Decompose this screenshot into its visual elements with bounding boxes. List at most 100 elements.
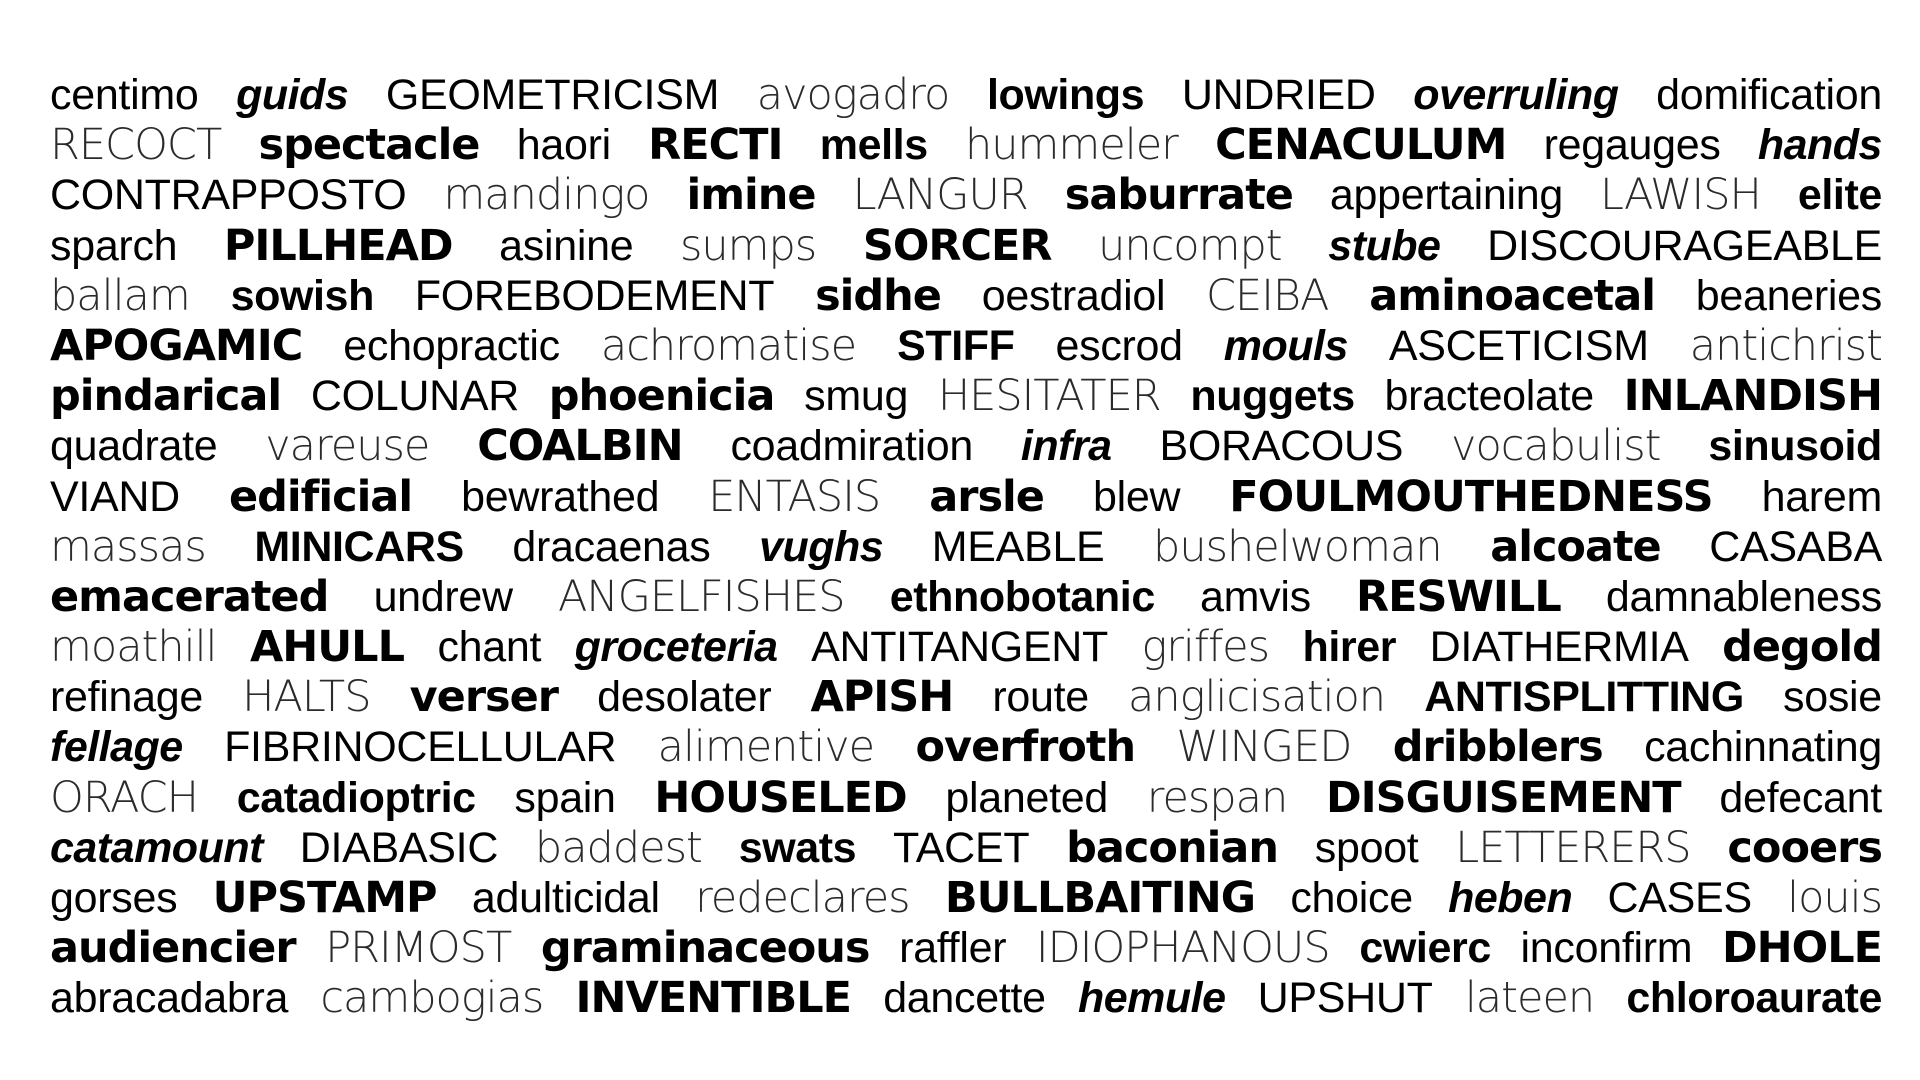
specimen-word: CENACULUM xyxy=(1215,120,1507,171)
specimen-word: PILLHEAD xyxy=(223,220,454,271)
specimen-word: sparch xyxy=(50,221,178,270)
specimen-word: respan xyxy=(1146,772,1288,823)
specimen-word: phoenicia xyxy=(548,371,776,422)
specimen-word: catadioptric xyxy=(236,773,476,822)
specimen-line: sparch PILLHEAD asinine sumps SORCER uncompt s… xyxy=(50,221,1882,271)
specimen-word: appertaining xyxy=(1329,171,1564,220)
specimen-word: spain xyxy=(514,773,616,822)
specimen-word: SORCER xyxy=(862,220,1053,271)
specimen-word: griffes xyxy=(1141,622,1270,673)
specimen-word: FIBRINOCELLULAR xyxy=(224,723,617,772)
specimen-word: damnableness xyxy=(1605,572,1882,621)
specimen-word: ORACH xyxy=(50,772,199,823)
specimen-word: catamount xyxy=(50,823,263,872)
specimen-word: audiencier xyxy=(50,923,297,974)
specimen-word: dribblers xyxy=(1392,722,1604,773)
specimen-word: regauges xyxy=(1543,121,1721,170)
specimen-word: hemule xyxy=(1077,974,1226,1023)
specimen-line: gorses UPSTAMP adulticidal redeclares BULLBA… xyxy=(50,873,1883,923)
specimen-word: alimentive xyxy=(657,722,876,773)
specimen-word: ANGELFISHES xyxy=(557,571,846,622)
specimen-word: spoot xyxy=(1314,823,1419,872)
specimen-word: COLUNAR xyxy=(310,372,519,421)
specimen-word: graminaceous xyxy=(540,923,871,974)
specimen-word: AHULL xyxy=(249,622,405,673)
specimen-word: overruling xyxy=(1413,71,1619,119)
specimen-word: smug xyxy=(804,372,909,421)
specimen-word: emacerated xyxy=(50,571,329,622)
specimen-word: COALBIN xyxy=(477,421,683,472)
specimen-word: LAWISH xyxy=(1600,170,1762,221)
specimen-word: moathill xyxy=(50,622,217,673)
specimen-word: achromatise xyxy=(600,320,857,371)
specimen-word: hirer xyxy=(1302,623,1397,672)
specimen-word: DIATHERMIA xyxy=(1429,623,1689,672)
specimen-word: edificial xyxy=(228,471,413,522)
specimen-word: sumps xyxy=(679,220,817,271)
specimen-line: moathill AHULL chant groceteria ANTITANGENT g… xyxy=(50,622,1883,673)
specimen-word: stube xyxy=(1328,221,1441,270)
specimen-word: sinusoid xyxy=(1708,422,1882,471)
specimen-line: pindarical COLUNAR phoenicia smug HESITATER n… xyxy=(50,371,1883,422)
specimen-word: CASES xyxy=(1607,874,1753,922)
specimen-word: guids xyxy=(236,71,349,119)
specimen-word: abracadabra xyxy=(50,974,289,1023)
specimen-word: MEABLE xyxy=(931,522,1105,571)
specimen-word: baddest xyxy=(534,822,703,873)
specimen-word: ENTASIS xyxy=(708,471,881,522)
specimen-word: escrod xyxy=(1055,321,1184,370)
specimen-word: route xyxy=(992,673,1089,722)
specimen-word: LANGUR xyxy=(852,170,1029,221)
specimen-word: centimo xyxy=(50,71,199,119)
specimen-word: DHOLE xyxy=(1721,923,1883,974)
specimen-word: DISCOURAGEABLE xyxy=(1487,221,1882,270)
specimen-word: coadmiration xyxy=(730,422,974,471)
specimen-word: STIFF xyxy=(897,321,1015,370)
specimen-word: louis xyxy=(1787,873,1883,923)
specimen-word: UNDRIED xyxy=(1181,71,1376,119)
specimen-word: heben xyxy=(1448,874,1573,922)
specimen-word: adulticidal xyxy=(471,874,660,922)
specimen-word: dancette xyxy=(883,974,1046,1023)
specimen-word: undrew xyxy=(373,572,514,621)
specimen-word: sosie xyxy=(1783,673,1882,722)
specimen-word: fellage xyxy=(50,723,183,772)
specimen-word: oestradiol xyxy=(981,271,1166,320)
specimen-line: ORACH catadioptric spain HOUSELED planeted re… xyxy=(50,773,1882,823)
specimen-word: BORACOUS xyxy=(1159,422,1404,471)
specimen-word: cooers xyxy=(1727,822,1883,873)
specimen-word: harem xyxy=(1761,472,1883,521)
specimen-word: spectacle xyxy=(258,120,480,171)
specimen-word: planeted xyxy=(945,773,1108,822)
specimen-line: refinage HALTS verser desolater APISH route an… xyxy=(50,672,1882,722)
specimen-word: CONTRAPPOSTO xyxy=(50,171,407,220)
specimen-word: haori xyxy=(516,121,611,170)
specimen-word: VIAND xyxy=(50,472,180,521)
specimen-word: WINGED xyxy=(1176,722,1352,773)
specimen-word: RESWILL xyxy=(1356,571,1562,622)
specimen-word: ethnobotanic xyxy=(889,572,1156,621)
specimen-word: APISH xyxy=(810,672,955,723)
specimen-line: centimo guids GEOMETRICISM avogadro lowings U… xyxy=(50,70,1882,120)
specimen-word: baconian xyxy=(1066,822,1279,873)
specimen-word: MINICARS xyxy=(254,522,464,571)
specimen-word: inconfirm xyxy=(1520,924,1693,973)
specimen-line: massas MINICARS dracaenas vughs MEABLE bushel… xyxy=(50,522,1882,572)
specimen-word: infra xyxy=(1020,422,1112,471)
specimen-word: IDIOPHANOUS xyxy=(1035,923,1331,974)
specimen-word: degold xyxy=(1722,622,1883,673)
specimen-word: mouls xyxy=(1223,321,1349,370)
specimen-word: refinage xyxy=(50,673,203,722)
specimen-word: arsle xyxy=(929,471,1045,522)
specimen-word: amvis xyxy=(1200,572,1311,621)
specimen-word: bracteolate xyxy=(1384,372,1594,421)
specimen-line: VIAND edificial bewrathed ENTASIS arsle blew F… xyxy=(50,472,1882,522)
specimen-word: CEIBA xyxy=(1206,270,1329,321)
specimen-line: fellage FIBRINOCELLULAR alimentive overfrot… xyxy=(50,722,1882,772)
specimen-word: CASABA xyxy=(1709,522,1882,571)
specimen-word: ANTISPLITTING xyxy=(1424,673,1744,722)
specimen-word: UPSTAMP xyxy=(212,873,438,923)
specimen-word: cwierc xyxy=(1359,924,1491,973)
specimen-word: cachinnating xyxy=(1644,723,1882,772)
specimen-word: FOULMOUTHEDNESS xyxy=(1229,471,1713,522)
